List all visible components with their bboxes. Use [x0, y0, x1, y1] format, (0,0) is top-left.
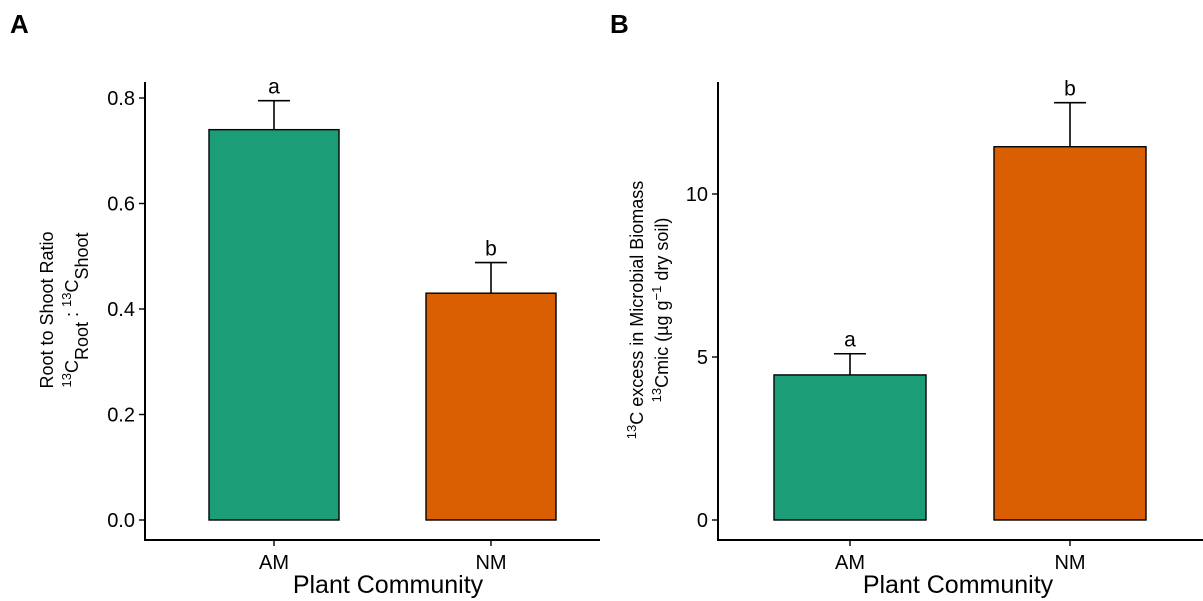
y-axis-title-a: Root to Shoot Ratio 13CRoot : 13CShoot [37, 231, 92, 388]
x-tick-label-nm-a: NM [475, 552, 506, 574]
panel-b: B 13C excess in Microbial Biomass 13Cmic… [610, 9, 1203, 599]
y-tick-label-a-0: 0.0 [107, 510, 135, 532]
plot-area-b: a AM b NM 0 5 10 [686, 78, 1203, 574]
x-axis-title-b: Plant Community [863, 571, 1054, 599]
y-title-b-sup2: −1 [649, 286, 664, 301]
bar-am-b [773, 374, 927, 521]
y-title-b-part2: dry soil) [652, 218, 672, 286]
y-title-b-part1: Cmic (µg g [652, 300, 672, 387]
bar-am-a [208, 128, 340, 521]
y-tick-label-b-0: 0 [697, 510, 708, 532]
y-title-a-sup1: 13 [59, 373, 74, 387]
y-tick-label-b-2: 10 [686, 184, 708, 206]
y-axis-title-a-line1: Root to Shoot Ratio [37, 231, 57, 388]
y-title-a-sup2: 13 [59, 293, 74, 307]
x-tick-label-nm-b: NM [1054, 552, 1085, 574]
y-title-a-sep: : [62, 307, 82, 322]
significance-label-am-b: a [844, 329, 856, 352]
significance-label-am-a: a [268, 76, 280, 99]
y-title-a-sub1: Root [72, 322, 92, 360]
y-axis-title-b-line2: 13Cmic (µg g−1 dry soil) [649, 218, 673, 403]
y-title-a-sub2: Shoot [72, 232, 92, 279]
bar-nm-b [993, 146, 1147, 521]
y-tick-label-b-1: 5 [697, 347, 708, 369]
panel-label-a: A [10, 9, 29, 39]
panel-a: A Root to Shoot Ratio 13CRoot : 13CShoot… [10, 9, 600, 599]
y-title-b-sup: 13 [624, 425, 639, 439]
significance-label-nm-a: b [485, 238, 497, 261]
y-title-b-text: C excess in Microbial Biomass [627, 181, 647, 425]
panel-label-b: B [610, 9, 629, 39]
y-axis-title-b: 13C excess in Microbial Biomass 13Cmic (… [624, 181, 673, 440]
y-title-a-part2: C [62, 280, 82, 293]
y-axis-title-b-line1: 13C excess in Microbial Biomass [624, 181, 648, 440]
y-axis-title-a-line2: 13CRoot : 13CShoot [59, 232, 93, 387]
y-title-a-part1: C [62, 360, 82, 373]
x-tick-label-am-a: AM [259, 552, 289, 574]
y-tick-label-a-4: 0.8 [107, 88, 135, 110]
y-tick-label-a-2: 0.4 [107, 299, 135, 321]
y-tick-label-a-3: 0.6 [107, 194, 135, 216]
plot-area-a: a AM b NM 0.0 0.2 0.4 0.6 0.8 [107, 76, 600, 574]
y-title-b-sup1: 13 [649, 388, 664, 402]
x-tick-label-am-b: AM [835, 552, 865, 574]
significance-label-nm-b: b [1064, 78, 1076, 101]
y-tick-label-a-1: 0.2 [107, 405, 135, 427]
x-axis-title-a: Plant Community [293, 571, 484, 599]
bar-nm-a [425, 292, 557, 521]
